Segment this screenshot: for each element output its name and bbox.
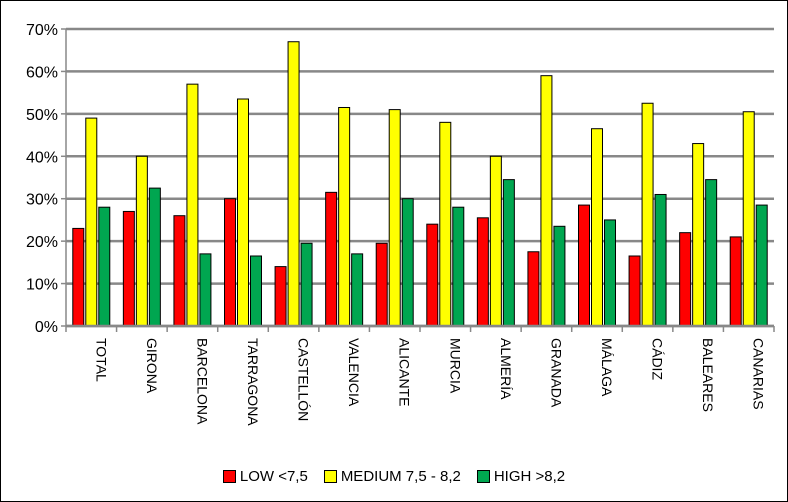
bar <box>250 255 262 327</box>
bar <box>654 193 667 327</box>
x-category-label: CASTELLÓN <box>296 338 312 421</box>
bar <box>148 187 161 327</box>
bar <box>98 206 111 327</box>
bar <box>553 225 566 327</box>
bar <box>476 217 489 327</box>
x-category-label: ALICANTE <box>397 338 413 406</box>
bar <box>578 204 590 327</box>
bar <box>300 242 313 327</box>
bar <box>439 121 452 327</box>
bar <box>199 253 212 327</box>
bar <box>375 242 388 327</box>
bar <box>135 155 148 327</box>
bar <box>122 210 135 327</box>
bar <box>287 41 300 327</box>
legend: LOW <7,5 MEDIUM 7,5 - 8,2 HIGH >8,2 <box>0 468 788 485</box>
bar <box>705 179 718 327</box>
legend-item-low: LOW <7,5 <box>222 468 308 485</box>
bar <box>72 227 85 327</box>
bar <box>224 198 236 327</box>
y-tick-label: 60% <box>26 64 58 81</box>
bar <box>452 206 465 327</box>
bar <box>489 155 502 327</box>
legend-swatch-low <box>222 470 236 483</box>
y-tick-label: 40% <box>26 149 58 166</box>
x-category-label: GRANADA <box>548 338 564 408</box>
bar <box>527 251 540 327</box>
x-category-label: TARRAGONA <box>245 338 261 426</box>
x-category-label: MURCIA <box>447 338 463 394</box>
bar <box>388 109 401 327</box>
legend-swatch-medium <box>323 470 337 483</box>
bar <box>426 223 439 327</box>
bar <box>755 204 768 327</box>
x-category-label: CANARIAS <box>751 338 767 410</box>
bar <box>591 128 603 327</box>
legend-label-low: LOW <7,5 <box>239 468 308 485</box>
bar <box>85 117 98 327</box>
x-category-label: GIRONA <box>144 338 160 394</box>
x-category-label: TOTAL <box>93 338 109 382</box>
bar <box>338 106 351 327</box>
gridlines <box>66 27 774 328</box>
y-tick-label: 50% <box>26 107 58 124</box>
x-axis-categories: TOTAL GIRONA BARCELONA TARRAGONA CASTELLÓN VA… <box>93 338 766 426</box>
bar <box>604 219 616 327</box>
bar <box>401 198 414 327</box>
legend-item-high: HIGH >8,2 <box>476 468 566 485</box>
legend-swatch-high <box>476 470 490 483</box>
bar <box>729 236 742 327</box>
bar <box>237 98 249 327</box>
y-tick-label: 20% <box>26 234 58 251</box>
legend-label-medium: MEDIUM 7,5 - 8,2 <box>340 468 461 485</box>
legend-label-high: HIGH >8,2 <box>493 468 566 485</box>
legend-item-medium: MEDIUM 7,5 - 8,2 <box>323 468 461 485</box>
bar <box>186 83 199 327</box>
bar <box>274 266 287 327</box>
bar <box>692 143 705 327</box>
x-category-label: BARCELONA <box>194 338 210 425</box>
bar <box>679 232 692 327</box>
axes <box>65 29 775 332</box>
bar <box>641 102 654 327</box>
bar <box>742 111 755 327</box>
y-tick-label: 0% <box>35 319 58 336</box>
x-category-label: BALEARES <box>700 338 716 412</box>
bar <box>351 253 364 327</box>
x-category-label: MÁLAGA <box>599 338 615 397</box>
bar <box>173 215 186 327</box>
x-category-label: CÁDIZ <box>650 338 666 380</box>
bar <box>628 255 641 327</box>
bar <box>540 75 553 327</box>
y-axis-ticks: 0% 10% 20% 30% 40% 50% 60% 70% <box>26 22 66 336</box>
bar <box>325 191 338 327</box>
bars <box>72 41 768 327</box>
y-tick-label: 70% <box>26 22 58 39</box>
bar <box>502 179 515 327</box>
x-category-label: ALMERÍA <box>498 338 514 400</box>
y-tick-label: 30% <box>26 192 58 209</box>
x-category-label: VALENCIA <box>346 338 362 407</box>
y-tick-label: 10% <box>26 277 58 294</box>
